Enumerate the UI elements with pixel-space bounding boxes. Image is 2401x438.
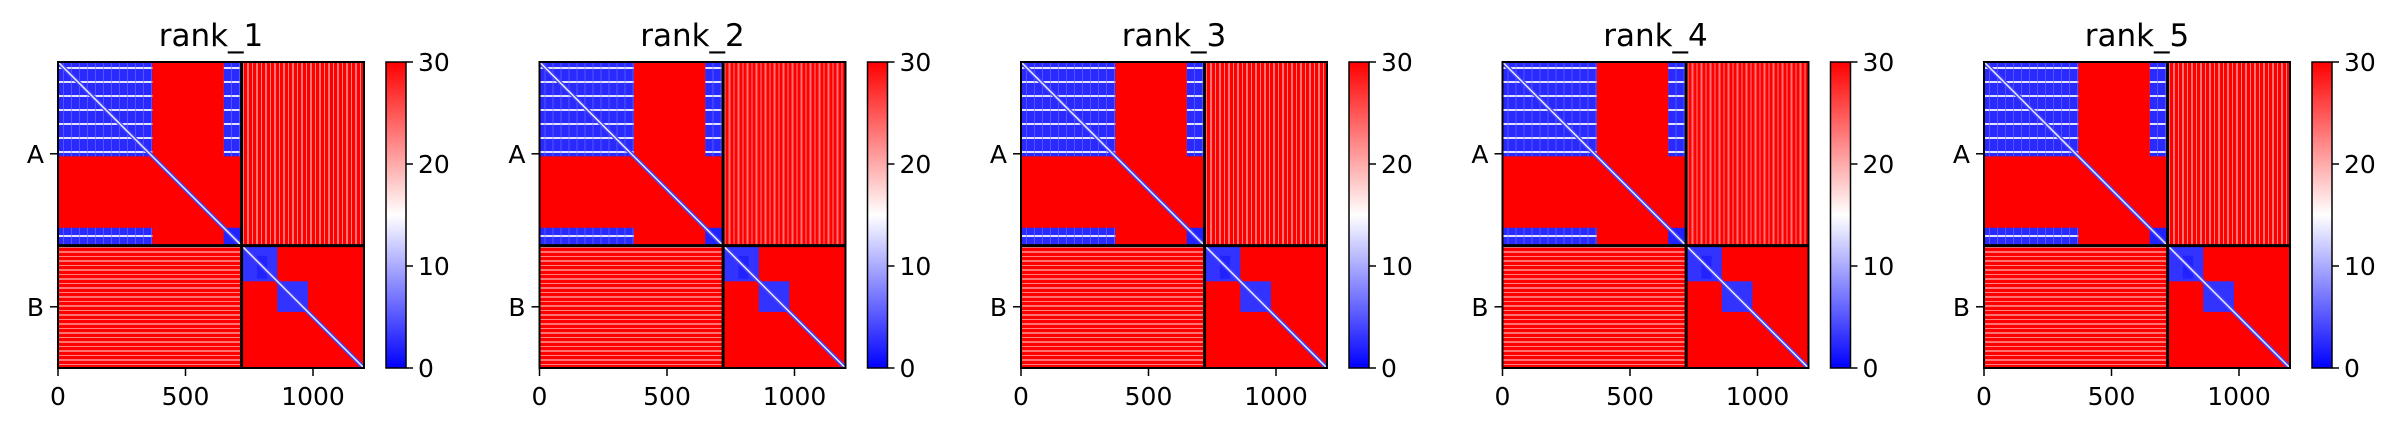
inter-chain-texture-ab (2167, 62, 2290, 246)
colorbar-tick-label: 10 (900, 252, 932, 281)
y-tick-label: A (1953, 140, 1970, 169)
x-tick-label: 500 (162, 382, 210, 411)
pae-panel-4: rank_4 0 500 1000 A B 0 10 20 30 (1471, 18, 1894, 411)
colorbar (866, 61, 889, 369)
inter-chain-texture-ab (241, 62, 364, 246)
y-tick-label: B (27, 293, 44, 322)
plot-frame (1020, 61, 1328, 369)
inter-chain-texture-ba (1502, 245, 1687, 368)
colorbar-tick-label: 0 (1381, 354, 1397, 383)
pae-panel-1: rank_1 0 500 1000 A B 0 10 20 30 (27, 18, 450, 411)
x-tick-label: 1000 (1244, 382, 1308, 411)
inter-chain-texture-ba (1984, 245, 2168, 368)
colorbar-tick-label: 30 (2344, 48, 2376, 77)
x-tick-label: 0 (532, 382, 548, 411)
diagonal-line (538, 61, 847, 369)
panel-title: rank_4 (1603, 18, 1708, 54)
colorbar-tick-label: 0 (418, 354, 434, 383)
low-error-block (1502, 227, 1597, 246)
diagonal-line (1020, 61, 1328, 369)
colorbar-tick-label: 10 (2344, 252, 2376, 281)
x-tick-label: 1000 (1726, 382, 1790, 411)
x-tick-label: 0 (1495, 382, 1511, 411)
colorbar-tick-label: 0 (2344, 354, 2360, 383)
low-error-block (58, 227, 153, 246)
plot-frame (1501, 61, 1810, 369)
x-tick-label: 1000 (281, 382, 345, 411)
y-tick-label: A (1471, 140, 1488, 169)
y-tick-label: B (1471, 293, 1488, 322)
low-error-block (539, 227, 634, 246)
plot-frame (57, 61, 365, 369)
colorbar-tick-label: 0 (900, 354, 916, 383)
colorbar-tick-label: 30 (1381, 48, 1413, 77)
panel-title: rank_2 (640, 18, 745, 54)
colorbar-tick-label: 30 (418, 48, 450, 77)
y-tick-label: A (990, 140, 1007, 169)
low-error-block (2149, 62, 2168, 157)
colorbar-tick-label: 20 (900, 150, 932, 179)
colorbar (385, 61, 407, 369)
pae-panel-3: rank_3 0 500 1000 A B 0 10 20 30 (990, 18, 1413, 411)
inter-chain-texture-ab (1204, 62, 1327, 246)
colorbar-tick-label: 20 (1863, 150, 1895, 179)
pae-panel-2: rank_2 0 500 1000 A B 0 10 20 30 (508, 18, 931, 411)
low-error-block (1668, 62, 1687, 157)
colorbar (2311, 61, 2333, 369)
colorbar-tick-label: 30 (900, 48, 932, 77)
low-error-block (223, 62, 242, 157)
x-tick-label: 0 (1976, 382, 1992, 411)
inter-chain-texture-ab (1686, 62, 1809, 246)
panel-title: rank_1 (159, 18, 264, 54)
colorbar (1829, 61, 1852, 369)
x-tick-label: 500 (643, 382, 691, 411)
x-tick-label: 500 (2088, 382, 2136, 411)
panel-title: rank_3 (1122, 18, 1227, 54)
x-tick-label: 500 (1125, 382, 1173, 411)
x-tick-label: 1000 (763, 382, 827, 411)
colorbar-tick-label: 20 (418, 150, 450, 179)
colorbar-tick-label: 10 (418, 252, 450, 281)
inter-chain-texture-ba (1021, 245, 1205, 368)
low-error-block (1984, 227, 2079, 246)
colorbar-tick-label: 10 (1863, 252, 1895, 281)
colorbar-tick-label: 20 (1381, 150, 1413, 179)
colorbar-tick-label: 10 (1381, 252, 1413, 281)
low-error-block (705, 62, 724, 157)
plot-frame (1983, 61, 2291, 369)
colorbar-tick-label: 30 (1863, 48, 1895, 77)
x-tick-label: 0 (1013, 382, 1029, 411)
panel-title: rank_5 (2085, 18, 2190, 54)
x-tick-label: 1000 (2207, 382, 2271, 411)
diagonal-line (1983, 61, 2291, 369)
low-error-block (1186, 62, 1205, 157)
colorbar (1348, 61, 1370, 369)
colorbar-tick-label: 20 (2344, 150, 2376, 179)
y-tick-label: B (508, 293, 525, 322)
diagonal-line (57, 61, 365, 369)
x-tick-label: 0 (50, 382, 66, 411)
pae-panel-5: rank_5 0 500 1000 A B 0 10 20 30 (1953, 18, 2376, 411)
y-tick-label: B (1953, 293, 1970, 322)
plot-frame (538, 61, 847, 369)
inter-chain-texture-ba (58, 245, 242, 368)
colorbar-tick-label: 0 (1863, 354, 1879, 383)
low-error-block (1021, 227, 1116, 246)
inter-chain-texture-ab (723, 62, 846, 246)
diagonal-line (1501, 61, 1810, 369)
y-tick-label: B (990, 293, 1007, 322)
y-tick-label: A (508, 140, 525, 169)
x-tick-label: 500 (1606, 382, 1654, 411)
y-tick-label: A (27, 140, 44, 169)
inter-chain-texture-ba (539, 245, 724, 368)
